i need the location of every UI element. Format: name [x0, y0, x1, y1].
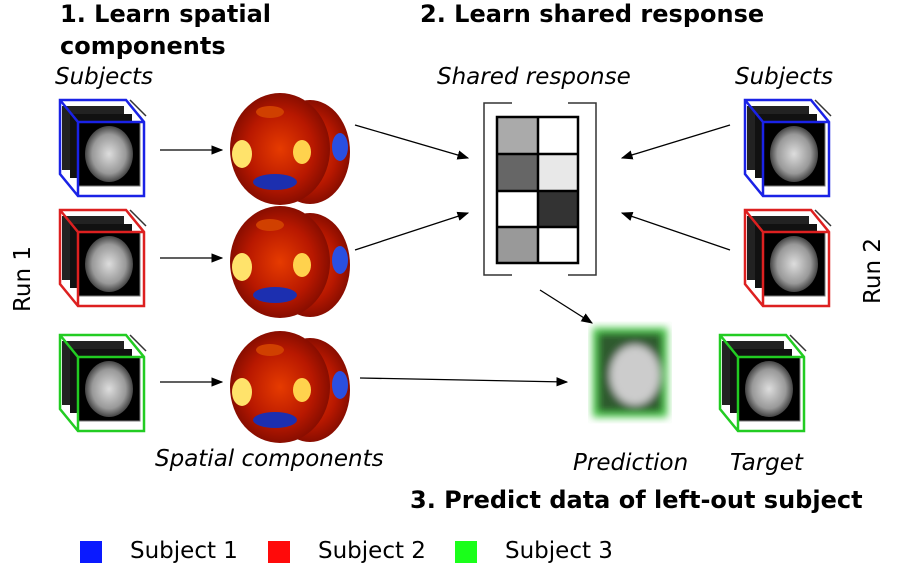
prediction-cube — [595, 330, 665, 415]
cube-target — [720, 335, 806, 431]
shared-response-matrix — [484, 103, 596, 275]
spatial-component — [230, 206, 350, 318]
step-title: 2. Learn shared response — [420, 0, 764, 28]
cube-subject-2 — [60, 210, 146, 306]
step-title: 3. Predict data of left-out subject — [410, 486, 863, 514]
run-label: Run 2 — [860, 238, 886, 304]
cube-subject-1 — [60, 100, 146, 196]
subjects-label: Subjects — [55, 64, 153, 90]
components-label: Spatial components — [155, 446, 384, 472]
cube-run2-subject-2 — [745, 210, 831, 306]
legend-entry: Subject 2 — [318, 538, 426, 564]
shared-label: Shared response — [437, 64, 631, 90]
cube-run2-subject-1 — [745, 100, 831, 196]
run-label: Run 1 — [10, 246, 36, 312]
subjects-label: Subjects — [735, 64, 833, 90]
legend-entry: Subject 3 — [505, 538, 613, 564]
spatial-component — [230, 93, 350, 205]
step-title: 1. Learn spatial components — [60, 0, 300, 62]
legend-entry: Subject 1 — [130, 538, 238, 564]
spatial-component — [230, 331, 350, 443]
page: 1. Learn spatial components 2. Learn sha… — [0, 0, 901, 572]
cube-subject-3 — [60, 335, 146, 431]
prediction-label: Prediction — [573, 450, 688, 476]
target-label: Target — [730, 450, 803, 476]
